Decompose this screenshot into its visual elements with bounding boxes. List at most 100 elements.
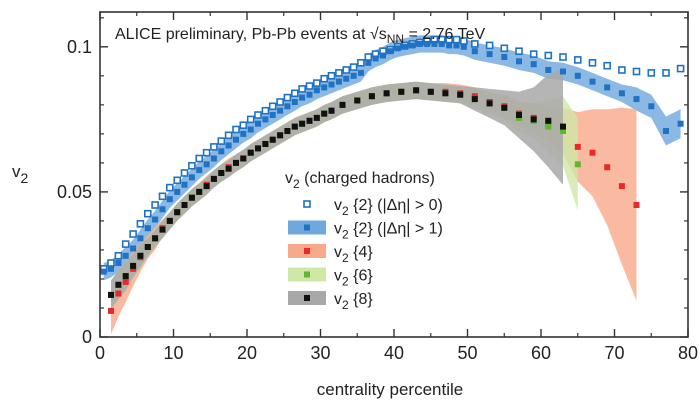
legend-label-main: v [334, 244, 342, 261]
series-1-point [166, 196, 173, 203]
series-1-point [299, 94, 306, 101]
series-4-point [313, 114, 320, 121]
series-3-point [560, 128, 566, 134]
series-1-point [501, 54, 508, 60]
series-4-point [115, 281, 122, 288]
series-0-point [544, 51, 553, 60]
y-tick-label: 0.1 [67, 37, 92, 57]
series-1-point [486, 51, 493, 58]
x-axis-label: centrality percentile [317, 380, 463, 399]
series-1-point [438, 40, 445, 47]
legend-title-main: v [285, 170, 293, 187]
series-1-point [115, 260, 122, 266]
x-tick-label: 50 [457, 343, 477, 363]
series-1-point [516, 58, 522, 65]
series-1-point [262, 116, 269, 123]
ylabel-sub: 2 [21, 170, 29, 186]
legend-label: v2 {8} [334, 291, 373, 312]
legend-marker [304, 295, 310, 301]
series-4-point [240, 155, 247, 162]
series-1-point [210, 155, 217, 162]
y-tick-label: 0 [82, 327, 92, 347]
series-1-point [144, 225, 151, 232]
legend-label-sub: 2 [342, 251, 349, 265]
series-4-point [486, 100, 493, 107]
series-4-point [210, 175, 217, 182]
series-0-point [283, 93, 292, 102]
series-1-point [284, 103, 291, 110]
series-0-point [470, 40, 479, 48]
series-1-point [277, 107, 284, 114]
series-4-point [144, 244, 151, 250]
series-4-point [306, 117, 313, 124]
legend-label-main: v [334, 221, 342, 238]
series-4-point [284, 128, 291, 134]
series-1-point [530, 61, 537, 68]
series-0-point [210, 143, 218, 151]
ylabel-main: v [12, 162, 21, 181]
series-1-point [225, 142, 232, 149]
legend-label-sub: 2 [342, 275, 349, 289]
series-4-point [354, 97, 361, 104]
legend-label: v2 {4} [334, 244, 373, 265]
series-0-point [327, 72, 336, 80]
series-0-point [144, 209, 152, 218]
axis-ticks: 0 10 20 30 40 50 60 70 80 0 0.05 0.1 [57, 12, 698, 363]
series-1-point [409, 42, 416, 49]
legend-title: v2 (charged hadrons) [285, 170, 435, 191]
series-4-point [413, 87, 420, 94]
series-0-point [239, 121, 248, 129]
series-1-point [604, 84, 611, 91]
series-0-point [224, 131, 233, 140]
series-1-point [357, 69, 364, 76]
series-3-point [545, 123, 552, 130]
series-0-point [312, 79, 321, 87]
legend-label: v2 {2} (|Δη| > 0) [334, 197, 443, 218]
series-4-point [321, 110, 328, 117]
series-1-point [633, 96, 640, 103]
series-4-point [181, 202, 188, 208]
legend-label-main: v [334, 268, 342, 285]
series-0-point [254, 111, 262, 119]
y-tick-label: 0.05 [57, 182, 92, 202]
series-1-point [196, 167, 203, 174]
series-4-point [203, 183, 210, 190]
series-1-point [240, 130, 247, 137]
legend-label: v2 {2} (|Δη| > 1) [334, 221, 443, 242]
series-0-point [136, 220, 145, 228]
series-1-point [677, 120, 684, 127]
series-4-point [233, 159, 239, 166]
series-1-point [269, 112, 276, 118]
series-1-point [247, 126, 254, 133]
series-1-point [328, 81, 335, 88]
series-0-point [195, 154, 203, 163]
series-0-point [335, 69, 343, 77]
series-4-point [255, 145, 261, 152]
data-markers [99, 35, 685, 314]
series-0-point [662, 69, 670, 77]
legend-label: v2 {6} [334, 268, 373, 289]
legend-label-sub: 2 [342, 204, 349, 218]
legend-label-sub: 2 [342, 298, 349, 312]
series-1-point [313, 87, 320, 94]
series-0-point [320, 74, 329, 83]
legend-label-suffix: {2} (|Δη| > 1) [349, 221, 443, 238]
x-tick-label: 10 [163, 343, 183, 363]
series-1-point [589, 78, 596, 85]
series-1-point [181, 181, 188, 188]
series-1-point [453, 42, 460, 49]
legend-label-suffix: {4} [349, 244, 374, 261]
legend-marker [304, 248, 310, 254]
series-4-point [457, 91, 464, 98]
series-4-point [277, 132, 284, 139]
legend-marker [304, 224, 310, 231]
series-0-point [305, 82, 314, 90]
legend-marker [303, 200, 311, 208]
y-axis-label: v2 [12, 162, 29, 186]
series-0-point [618, 66, 626, 74]
legend-title-suffix: (charged hadrons) [300, 170, 435, 187]
series-1-point [335, 78, 342, 85]
series-4-point [108, 291, 114, 298]
series-1-point [365, 59, 372, 66]
